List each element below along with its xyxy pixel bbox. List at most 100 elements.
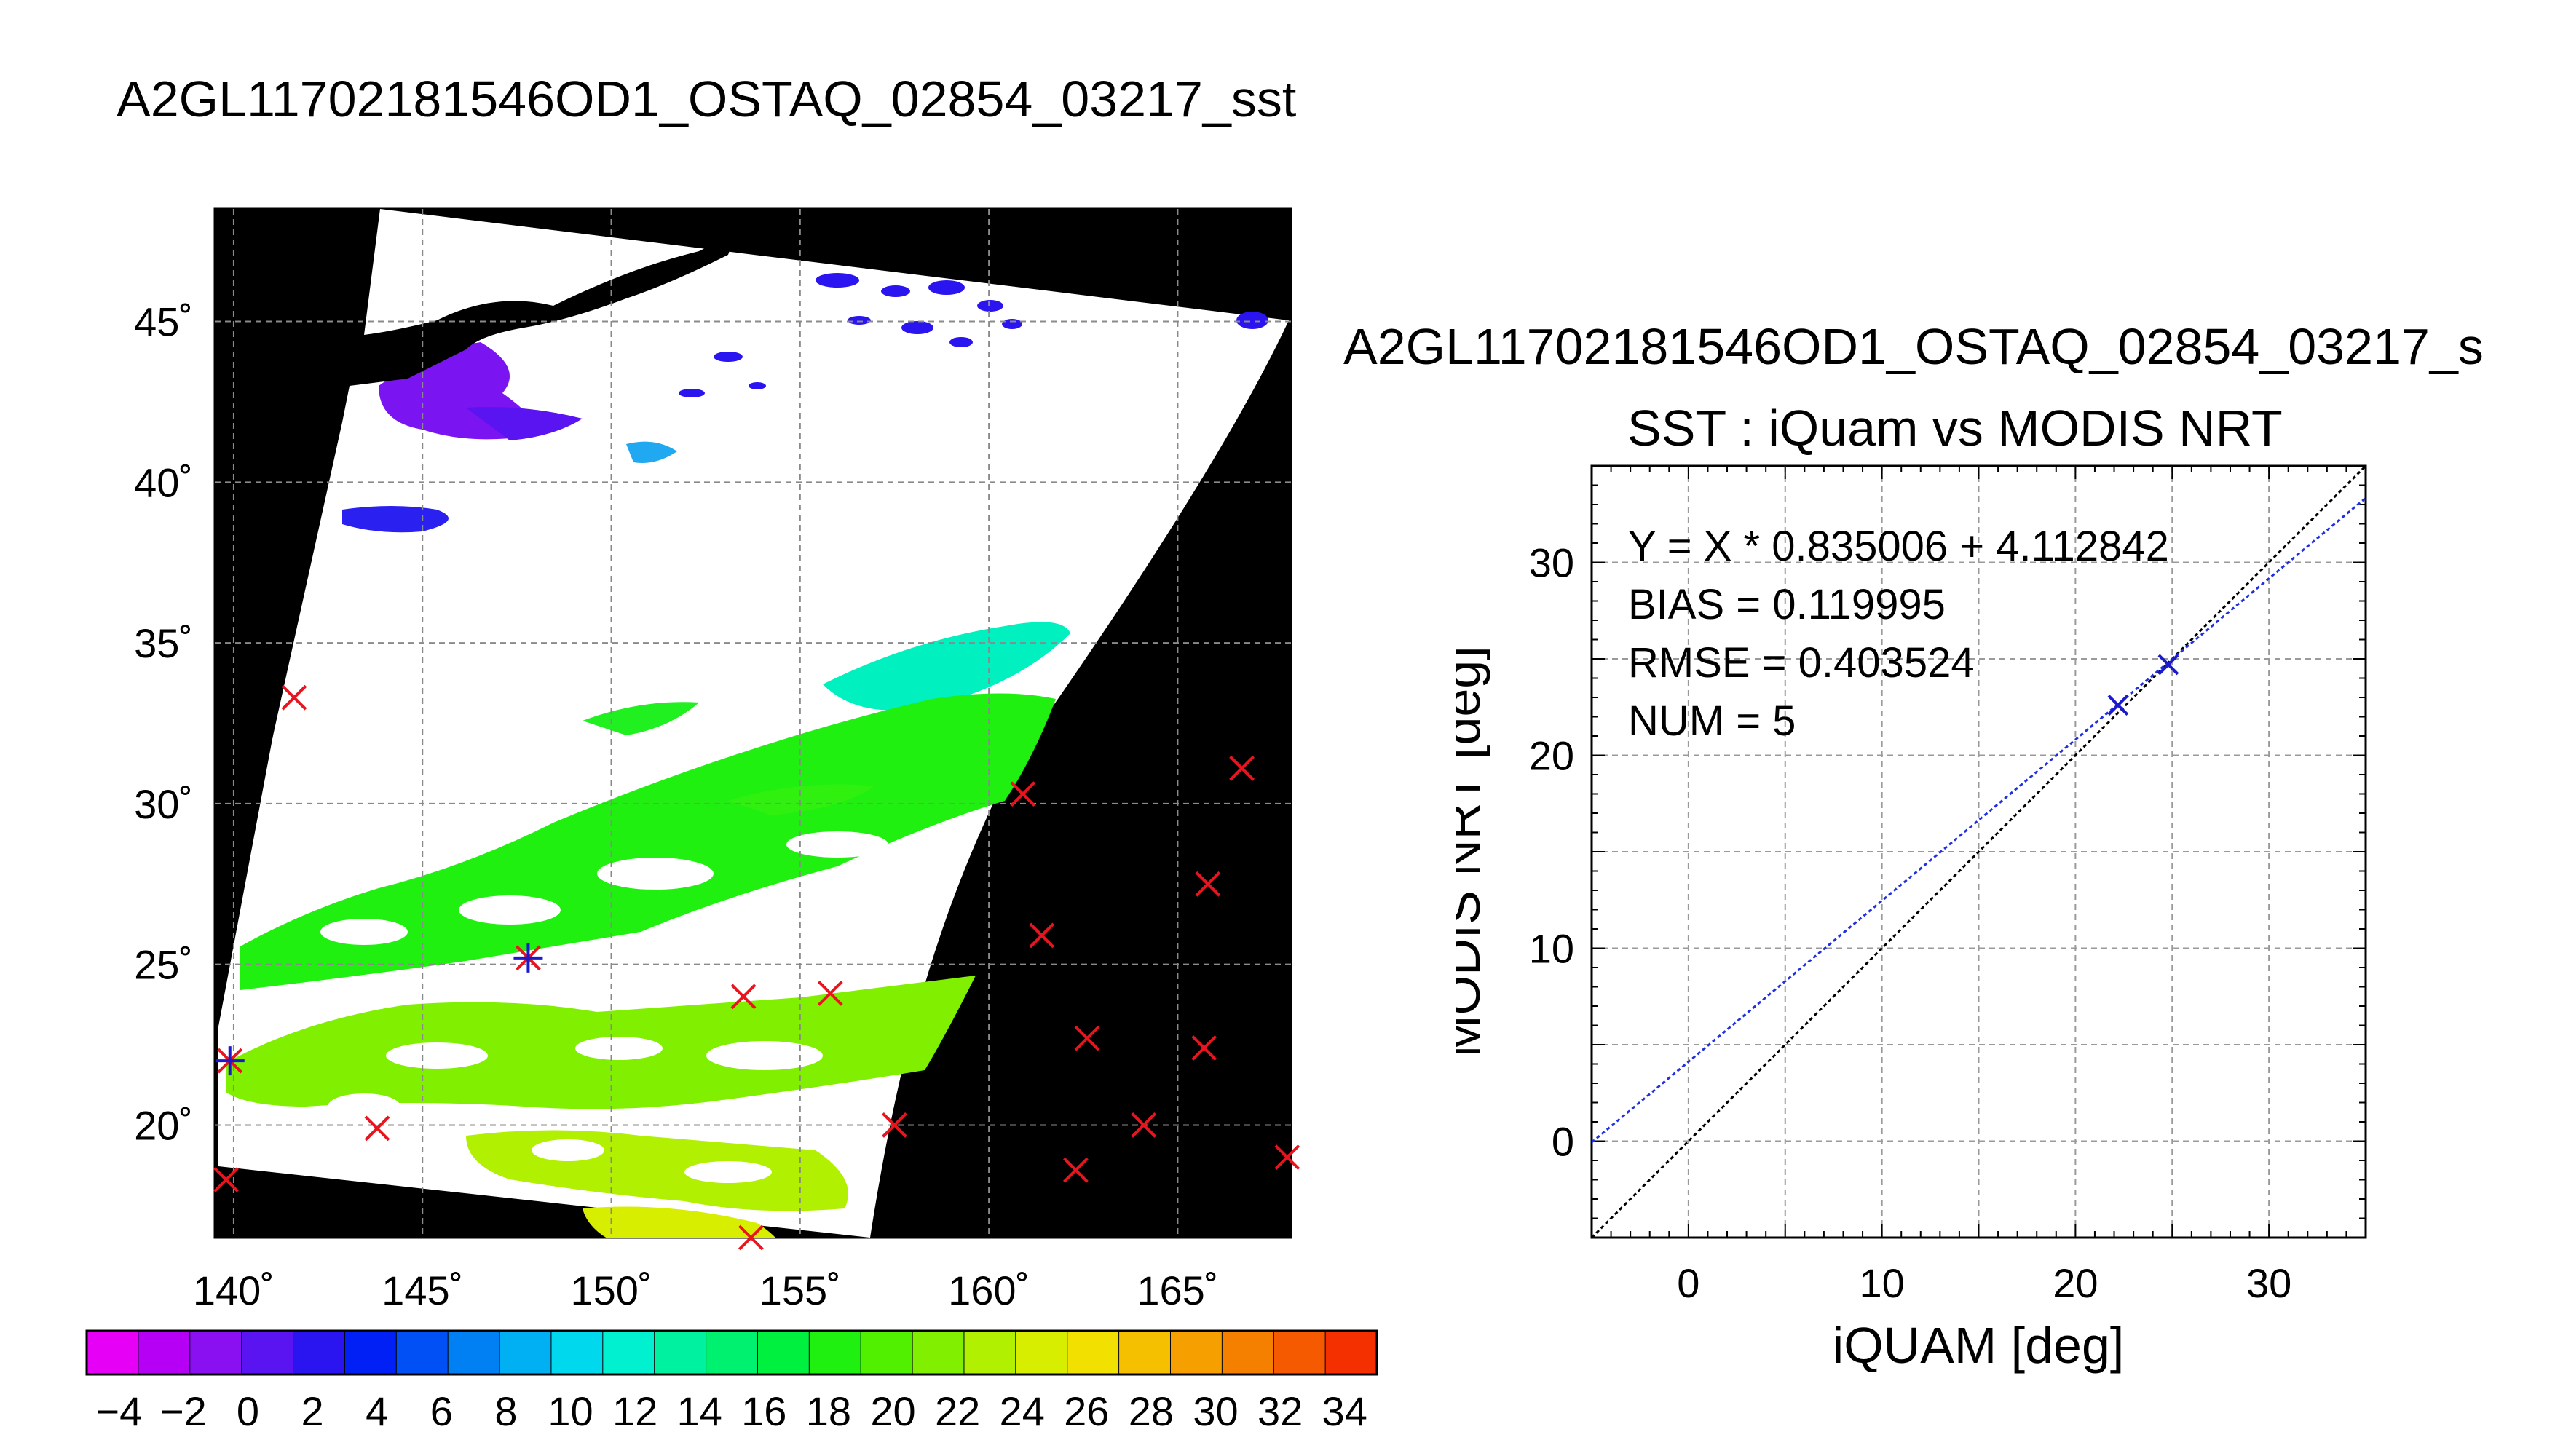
scatter-chart-title: SST : iQuam vs MODIS NRT [1627, 400, 2283, 456]
colorbar-cell [963, 1330, 1016, 1375]
colorbar-cell [1324, 1330, 1378, 1375]
colorbar-cell [86, 1330, 139, 1375]
sst-patches [215, 209, 1268, 1238]
map-x-tick-label: 160˚ [948, 1267, 1030, 1313]
map-y-tick-label: 35˚ [134, 620, 193, 666]
colorbar-cell [138, 1330, 191, 1375]
scatter-x-tick-label: 30 [2246, 1260, 2291, 1306]
identity-line [1590, 464, 2367, 1239]
colorbar-cell [447, 1330, 501, 1375]
map-x-tick-label: 155˚ [759, 1267, 841, 1313]
scatter-minor-ticks [1591, 465, 2366, 1238]
colorbar-cell [189, 1330, 242, 1375]
map-marker-red-stroke-b [1229, 755, 1255, 781]
scatter-y-tick-label: 20 [1529, 733, 1574, 779]
scatter-y-tick-label: 0 [1552, 1119, 1574, 1165]
scatter-point-stroke-b [2107, 695, 2129, 716]
scatter-annotation: RMSE = 0.403524 [1628, 639, 1975, 687]
map-marker-red [364, 1115, 390, 1142]
colorbar-cell [550, 1330, 604, 1375]
colorbar-tick-label: 8 [494, 1388, 517, 1434]
colorbar-tick-label: −4 [95, 1388, 142, 1434]
colorbar-cell [1118, 1330, 1172, 1375]
map-y-tick-label: 45˚ [134, 299, 193, 345]
map-marker-red [1074, 1025, 1100, 1051]
colorbar-border [85, 1329, 1378, 1376]
scatter-file-title: A2GL11702181546OD1_OSTAQ_02854_03217_s [1343, 318, 2484, 375]
map-x-ticks: 140˚ 145˚ 150˚ 155˚ 160˚ 165˚ [193, 1267, 1219, 1313]
colorbar-cell [757, 1330, 810, 1375]
map-y-tick-label: 30˚ [134, 781, 193, 827]
colorbar-tick-labels: −4 −2 0 2 4 6 8 10 12 14 16 18 20 22 24 26 28 30 32 34 [95, 1388, 1367, 1434]
map-marker-red [1229, 755, 1255, 781]
colorbar-cell [860, 1330, 914, 1375]
map-marker-red [1029, 922, 1055, 949]
map-marker-red [1062, 1157, 1089, 1183]
scatter-grid [1592, 466, 2366, 1238]
map-marker-red [213, 1167, 239, 1192]
colorbar-tick-label: 22 [935, 1388, 980, 1434]
map-markers [213, 684, 1300, 1251]
map-marker-red-stroke-b [730, 984, 757, 1010]
map-x-tick-label: 165˚ [1137, 1267, 1218, 1313]
colorbar-cell [241, 1330, 294, 1375]
main-title: A2GL11702181546OD1_OSTAQ_02854_03217_sst [117, 71, 1297, 127]
sst-map: 140˚ 145˚ 150˚ 155˚ 160˚ 165˚ 20˚ 25˚ 30˚ 35˚ 40˚… [134, 207, 1300, 1313]
map-y-ticks: 20˚ 25˚ 30˚ 35˚ 40˚ 45˚ [134, 299, 193, 1149]
colorbar-tick-label: 12 [612, 1388, 657, 1434]
scatter-point [2107, 695, 2129, 716]
map-marker-red-stroke-b [364, 1115, 390, 1142]
map-marker-red-stroke-b [1274, 1144, 1300, 1171]
scatter-y-label: MODIS NRT [deg] [1456, 646, 1490, 1057]
colorbar-tick-label: 6 [430, 1388, 453, 1434]
map-marker-red [281, 684, 307, 711]
colorbar-cell [499, 1330, 552, 1375]
map-marker-red-stroke-b [1074, 1025, 1100, 1051]
colorbar-cell [1015, 1330, 1068, 1375]
colorbar-cell [654, 1330, 707, 1375]
colorbar-cell [395, 1330, 449, 1375]
colorbar-cell [706, 1330, 759, 1375]
scatter-x-tick-label: 20 [2053, 1260, 2098, 1306]
map-x-tick-label: 145˚ [382, 1267, 463, 1313]
colorbar-tick-label: 20 [870, 1388, 915, 1434]
map-marker-red [1195, 871, 1221, 897]
scatter-plot: 0 10 20 30 0 10 20 30 Y = X * 0.835006 + 4.112… [1456, 464, 2367, 1374]
map-marker-red [730, 984, 757, 1010]
map-marker-red-stroke-b [281, 684, 307, 711]
colorbar-tick-label: −2 [160, 1388, 207, 1434]
colorbar-cell [1273, 1330, 1327, 1375]
colorbar-tick-label: 16 [741, 1388, 786, 1434]
colorbar-tick-label: 10 [548, 1388, 593, 1434]
colorbar-cell [602, 1330, 655, 1375]
map-marker-red-stroke-b [1131, 1112, 1157, 1138]
scatter-x-label: iQUAM [deg] [1833, 1317, 2125, 1374]
scatter-x-tick-label: 0 [1677, 1260, 1699, 1306]
map-marker-red [817, 980, 843, 1006]
colorbar-tick-label: 0 [237, 1388, 259, 1434]
colorbar-tick-label: 2 [301, 1388, 324, 1434]
map-marker-red-stroke-b [1062, 1157, 1089, 1183]
scatter-annotations: Y = X * 0.835006 + 4.112842 BIAS = 0.1199… [1628, 523, 2169, 745]
map-x-tick-label: 140˚ [193, 1267, 275, 1313]
map-marker-red-stroke-b [213, 1167, 239, 1192]
map-marker-red-stroke-b [1010, 781, 1036, 807]
scatter-y-tick-label: 10 [1529, 926, 1574, 972]
map-marker-red-stroke-b [1029, 922, 1055, 949]
scatter-x-tick-label: 10 [1859, 1260, 1904, 1306]
scatter-annotation: NUM = 5 [1628, 697, 1796, 745]
colorbar-tick-label: 18 [806, 1388, 851, 1434]
scatter-point-stroke-b [2157, 654, 2179, 676]
colorbar-cell [1169, 1330, 1223, 1375]
scatter-lines [1590, 464, 2367, 1239]
scatter-annotation: Y = X * 0.835006 + 4.112842 [1628, 523, 2169, 570]
map-marker-red-stroke-b [882, 1112, 907, 1138]
colorbar-tick-label: 34 [1322, 1388, 1367, 1434]
scatter-x-ticks: 0 10 20 30 [1677, 1260, 2291, 1306]
map-marker-red-stroke-b [738, 1224, 764, 1251]
colorbar-cell [1067, 1330, 1120, 1375]
colorbar-cell [912, 1330, 965, 1375]
map-marker-red-stroke-b [817, 980, 843, 1006]
colorbar-cells [86, 1330, 1378, 1375]
colorbar-tick-label: 4 [366, 1388, 388, 1434]
